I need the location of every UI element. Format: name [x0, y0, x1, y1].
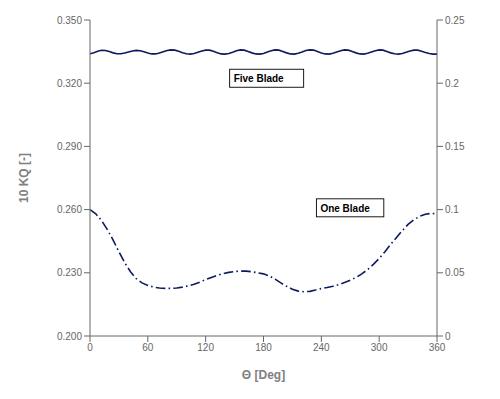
svg-text:0.290: 0.290 — [57, 141, 82, 152]
svg-text:0.230: 0.230 — [57, 267, 82, 278]
svg-text:0.2: 0.2 — [445, 78, 459, 89]
svg-text:0: 0 — [445, 331, 451, 342]
svg-text:0.200: 0.200 — [57, 331, 82, 342]
svg-text:120: 120 — [197, 342, 214, 353]
svg-text:0.05: 0.05 — [445, 267, 465, 278]
svg-text:360: 360 — [429, 342, 446, 353]
svg-text:180: 180 — [255, 342, 272, 353]
svg-text:Five Blade: Five Blade — [234, 73, 284, 84]
svg-text:300: 300 — [371, 342, 388, 353]
svg-text:Θ [Deg]: Θ [Deg] — [242, 368, 285, 382]
svg-text:0.25: 0.25 — [445, 15, 465, 26]
svg-text:0.15: 0.15 — [445, 141, 465, 152]
svg-text:10 KQ [-]: 10 KQ [-] — [17, 153, 31, 203]
svg-text:One Blade: One Blade — [320, 203, 370, 214]
svg-text:0.260: 0.260 — [57, 204, 82, 215]
svg-text:0.1: 0.1 — [445, 204, 459, 215]
svg-text:0: 0 — [87, 342, 93, 353]
svg-text:0.320: 0.320 — [57, 78, 82, 89]
svg-text:60: 60 — [142, 342, 154, 353]
svg-text:240: 240 — [313, 342, 330, 353]
svg-text:0.350: 0.350 — [57, 15, 82, 26]
